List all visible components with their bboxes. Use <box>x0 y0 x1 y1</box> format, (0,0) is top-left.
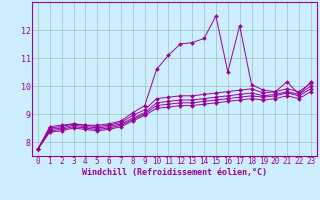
X-axis label: Windchill (Refroidissement éolien,°C): Windchill (Refroidissement éolien,°C) <box>82 168 267 177</box>
